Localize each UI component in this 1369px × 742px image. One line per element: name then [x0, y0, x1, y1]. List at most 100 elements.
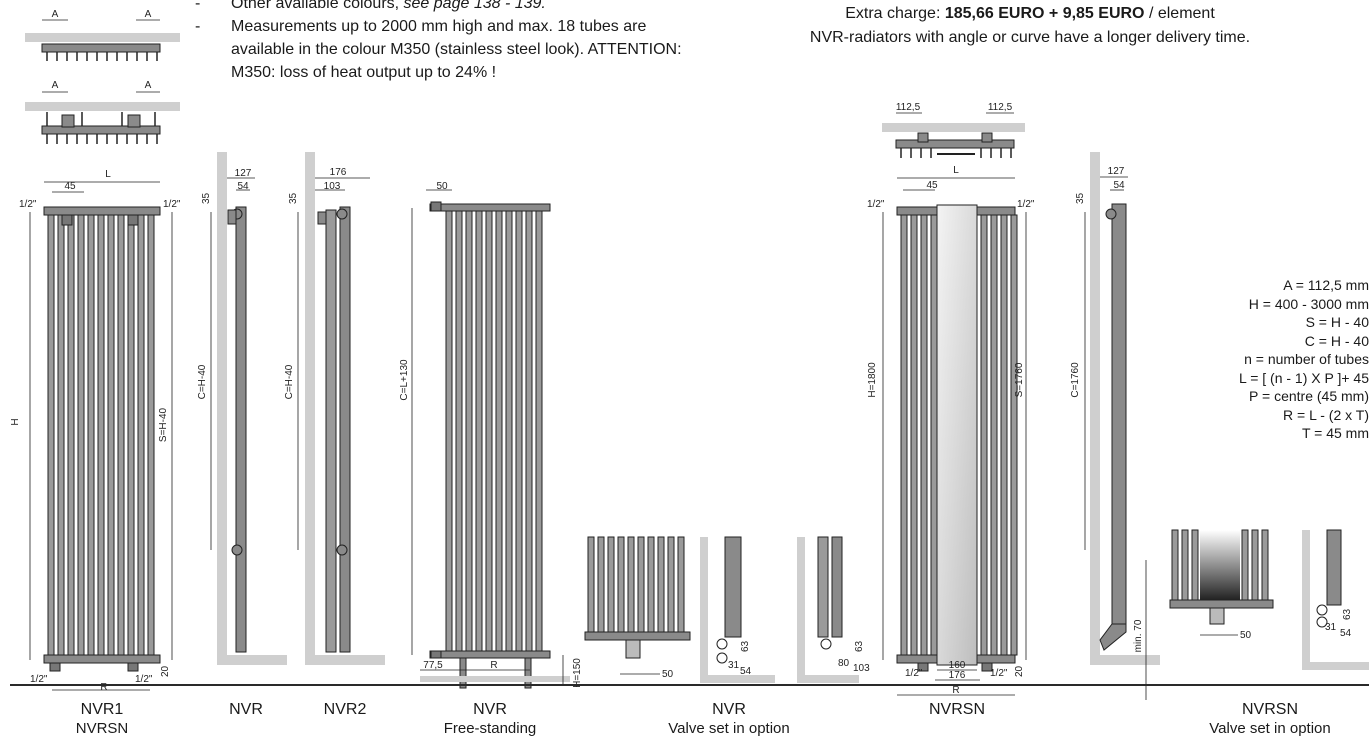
dim-h1800-label: H=1800 — [867, 362, 878, 398]
formula-line: H = 400 - 3000 mm — [1248, 295, 1369, 312]
label-sub: Free-standing — [443, 720, 537, 737]
dim-s-label: S=H-40 — [158, 407, 169, 442]
label-nvrsn: NVRSN — [929, 700, 985, 719]
charge-prefix: Extra charge: — [845, 5, 945, 22]
dim-half-inch-label: 1/2" — [19, 199, 37, 210]
dim-r-label: R — [952, 685, 959, 696]
dim-50-label: 50 — [1240, 630, 1252, 641]
dim-112-5-label: 112,5 — [896, 102, 921, 113]
dim-176-label: 176 — [330, 167, 347, 178]
nvr-side-view: 127 54 35 C=H-40 — [197, 152, 287, 665]
dim-63-label: 63 — [1342, 608, 1353, 620]
dim-63-label: 63 — [740, 640, 751, 652]
label-nvr: NVR — [229, 700, 263, 719]
dim-r-label: R — [490, 660, 497, 671]
dim-l-label: L — [105, 169, 111, 180]
charge-suffix: / element — [1144, 5, 1215, 22]
dim-45-label: 45 — [64, 181, 76, 192]
dim-min70-label: min. 70 — [1133, 619, 1144, 652]
dim-c-label: C=H-40 — [197, 364, 208, 399]
dim-31-label: 31 — [1325, 622, 1337, 633]
dim-r-label: R — [100, 682, 107, 693]
dim-a-label: A — [52, 9, 59, 20]
label-title: NVRSN — [1241, 701, 1298, 718]
nvr-free-standing-view: 50 C=L+130 77,5 R H=150 — [399, 181, 583, 689]
dim-103-label: 103 — [324, 181, 341, 192]
label-title: NVR — [473, 701, 507, 718]
dim-20-label: 20 — [1014, 665, 1025, 677]
nvrsn-side-view: 127 54 35 C=1760 min. 70 — [1070, 152, 1160, 700]
dim-20-label: 20 — [160, 665, 171, 677]
note-colours-ref: see page 138 - 139. — [403, 0, 546, 12]
dim-c-l130-label: C=L+130 — [399, 359, 410, 401]
dim-a-label: A — [145, 9, 152, 20]
dim-54-label: 54 — [1113, 180, 1125, 191]
charge-amount: 185,66 EURO + 9,85 EURO — [944, 5, 1145, 22]
formula-line: A = 112,5 mm — [1283, 277, 1369, 293]
label-nvr1-nvrsn: NVR1 NVRSN — [76, 700, 129, 738]
dim-half-inch-label: 1/2" — [135, 674, 153, 685]
dim-h150-label: H=150 — [572, 658, 583, 688]
dim-35-label: 35 — [201, 192, 212, 204]
dim-50-label: 50 — [436, 181, 448, 192]
note-m350: Measurements up to 2000 mm high and max.… — [231, 18, 682, 81]
label-title: NVR2 — [323, 701, 367, 718]
dim-45-label: 45 — [926, 180, 938, 191]
nvrsn-top-view: 112,5 112,5 — [882, 102, 1025, 158]
nvr2-side-view: 176 103 35 C=H-40 — [284, 152, 385, 665]
label-title: NVR1 — [80, 701, 124, 718]
nvr2-valve-detail: 63 80 103 — [797, 536, 870, 683]
dim-54-label: 54 — [237, 181, 249, 192]
notes-block: - Other available colours, see page 138 -… — [195, 0, 695, 84]
nvr-valve-set-view: 50 63 31 54 — [584, 536, 775, 683]
dim-176-label: 176 — [949, 670, 966, 681]
delivery-note: NVR-radiators with angle or curve have a… — [809, 29, 1251, 46]
dim-s1760-label: S=1760 — [1014, 362, 1025, 397]
extra-charge-block: Extra charge: 185,66 EURO + 9,85 EURO / … — [700, 2, 1360, 50]
formula-line: R = L - (2 x T) — [1283, 406, 1369, 423]
dim-127-label: 127 — [235, 168, 252, 179]
formula-line: S = H - 40 — [1305, 314, 1369, 330]
nvr2-top-view: A A — [25, 80, 180, 144]
nvrsn-valve-set-view: 50 63 31 54 — [1169, 529, 1369, 670]
nvrsn-front-view: L 45 1/2" 1/2" 1/2" 1/2" 160 176 R 20 H=… — [867, 165, 1035, 696]
note-colours: Other available colours, — [231, 0, 404, 12]
dim-50-label: 50 — [662, 669, 674, 680]
label-title: NVR — [712, 701, 746, 718]
dim-half-inch-label: 1/2" — [905, 668, 923, 679]
dim-160-label: 160 — [949, 660, 966, 671]
dim-35-label: 35 — [1075, 192, 1086, 204]
label-nvr2: NVR2 — [324, 700, 367, 719]
formula-line: C = H - 40 — [1304, 332, 1369, 349]
label-sub: NVRSN — [75, 720, 129, 737]
formula-line: n = number of tubes — [1244, 351, 1369, 367]
dim-112-5-label: 112,5 — [988, 102, 1013, 113]
dim-a-label: A — [145, 80, 152, 91]
bullet-dash: - — [195, 0, 201, 12]
dim-half-inch-label: 1/2" — [867, 199, 885, 210]
nvr1-top-view: A A — [25, 9, 180, 61]
dim-35-label: 35 — [288, 192, 299, 204]
dim-half-inch-label: 1/2" — [1017, 199, 1035, 210]
baseline-divider — [10, 684, 1369, 686]
dim-c-label: C=H-40 — [284, 364, 295, 399]
dim-103-label: 103 — [853, 663, 870, 674]
nvr1-front-view: L 45 1/2" 1/2" 1/2" 1/2" 20 R H S=H-40 — [10, 169, 181, 693]
label-sub: Valve set in option — [1209, 720, 1331, 737]
dim-80-label: 80 — [838, 658, 850, 669]
label-nvrsn-valve-set: NVRSN Valve set in option — [1209, 700, 1330, 738]
dim-half-inch-label: 1/2" — [990, 668, 1008, 679]
formula-line: T = 45 mm — [1301, 425, 1369, 441]
dim-31-label: 31 — [728, 660, 740, 671]
formula-line: P = centre (45 mm) — [1249, 388, 1369, 404]
label-nvr-free-standing: NVR Free-standing — [444, 700, 537, 738]
dim-54-label: 54 — [1340, 628, 1352, 639]
dim-half-inch-label: 1/2" — [163, 199, 181, 210]
dim-54-label: 54 — [740, 666, 752, 677]
bullet-dash: - — [195, 18, 201, 35]
dim-c1760-label: C=1760 — [1070, 362, 1081, 398]
label-nvr-valve-set: NVR Valve set in option — [668, 700, 789, 738]
label-title: NVRSN — [928, 701, 986, 718]
dim-127-label: 127 — [1108, 166, 1125, 177]
